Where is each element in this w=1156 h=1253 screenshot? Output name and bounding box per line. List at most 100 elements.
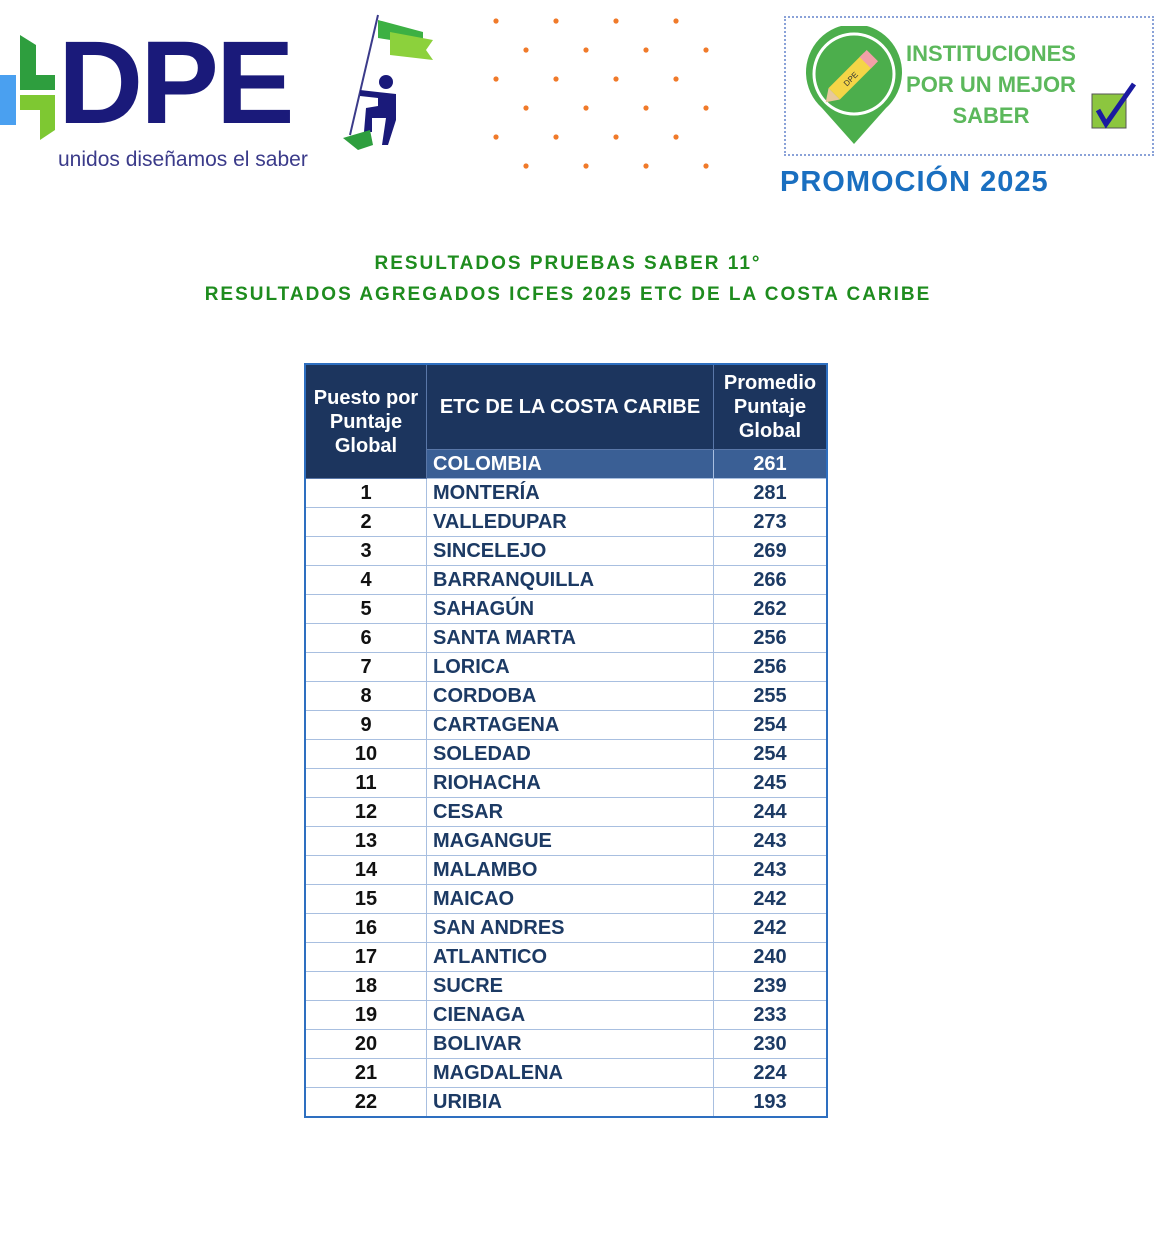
score-cell: 242 <box>713 913 828 943</box>
rank-cell: 16 <box>304 913 427 943</box>
score-cell: 240 <box>713 942 828 972</box>
table-row: 12 CESAR 244 <box>304 797 828 827</box>
score-cell: 243 <box>713 826 828 856</box>
rank-cell: 14 <box>304 855 427 885</box>
score-cell: 230 <box>713 1029 828 1059</box>
table-row: 5 SAHAGÚN 262 <box>304 594 828 624</box>
table-row: 7 LORICA 256 <box>304 652 828 682</box>
etc-cell: CORDOBA <box>426 681 714 711</box>
etc-cell: BARRANQUILLA <box>426 565 714 595</box>
rank-cell: 19 <box>304 1000 427 1030</box>
table-row: 15 MAICAO 242 <box>304 884 828 914</box>
table-row: 3 SINCELEJO 269 <box>304 536 828 566</box>
rank-cell: 4 <box>304 565 427 595</box>
etc-cell: VALLEDUPAR <box>426 507 714 537</box>
etc-cell: SOLEDAD <box>426 739 714 769</box>
table-row: 6 SANTA MARTA 256 <box>304 623 828 653</box>
decorative-dots <box>493 18 709 169</box>
dot <box>583 105 589 111</box>
score-cell: 262 <box>713 594 828 624</box>
rank-cell: 3 <box>304 536 427 566</box>
dot <box>673 134 679 140</box>
rank-cell: 9 <box>304 710 427 740</box>
badge-line: SABER <box>952 103 1030 128</box>
results-table: Puesto por Puntaje Global ETC DE LA COST… <box>304 363 828 1118</box>
etc-cell: MAICAO <box>426 884 714 914</box>
score-cell: 242 <box>713 884 828 914</box>
dot <box>553 76 559 82</box>
dot <box>493 18 499 24</box>
rank-cell: 12 <box>304 797 427 827</box>
dot <box>643 105 649 111</box>
table-row: 18 SUCRE 239 <box>304 971 828 1001</box>
etc-cell: BOLIVAR <box>426 1029 714 1059</box>
dot <box>523 47 529 53</box>
etc-cell: MAGANGUE <box>426 826 714 856</box>
rank-cell: 7 <box>304 652 427 682</box>
logo-tagline: unidos diseñamos el saber <box>58 148 308 171</box>
dot <box>673 18 679 24</box>
rank-cell: 11 <box>304 768 427 798</box>
header-score: Promedio Puntaje Global <box>713 363 828 450</box>
badge-text: INSTITUCIONES POR UN MEJOR SABER <box>906 38 1076 131</box>
promocion-label: PROMOCIÓN 2025 <box>780 166 1049 198</box>
table-row: 2 VALLEDUPAR 273 <box>304 507 828 537</box>
reference-score: 261 <box>713 449 828 479</box>
cross-logo-icon <box>0 35 55 140</box>
table-row: 10 SOLEDAD 254 <box>304 739 828 769</box>
score-cell: 243 <box>713 855 828 885</box>
checkmark-icon <box>1091 82 1137 129</box>
score-cell: 193 <box>713 1087 828 1118</box>
dot <box>703 47 709 53</box>
score-cell: 254 <box>713 739 828 769</box>
badge-line: POR UN MEJOR <box>906 72 1076 97</box>
dot <box>553 134 559 140</box>
score-cell: 254 <box>713 710 828 740</box>
score-cell: 239 <box>713 971 828 1001</box>
header-rank: Puesto por Puntaje Global <box>304 363 427 479</box>
dot <box>613 134 619 140</box>
etc-cell: SAHAGÚN <box>426 594 714 624</box>
score-cell: 273 <box>713 507 828 537</box>
dot <box>643 163 649 169</box>
etc-cell: MONTERÍA <box>426 478 714 508</box>
table-row: 14 MALAMBO 243 <box>304 855 828 885</box>
dot <box>703 105 709 111</box>
etc-cell: LORICA <box>426 652 714 682</box>
etc-cell: SANTA MARTA <box>426 623 714 653</box>
etc-cell: CARTAGENA <box>426 710 714 740</box>
score-cell: 224 <box>713 1058 828 1088</box>
etc-cell: MAGDALENA <box>426 1058 714 1088</box>
rank-cell: 5 <box>304 594 427 624</box>
table-row: 1 MONTERÍA 281 <box>304 478 828 508</box>
rank-cell: 17 <box>304 942 427 972</box>
header-etc: ETC DE LA COSTA CARIBE <box>426 363 714 450</box>
reference-name: COLOMBIA <box>426 449 714 479</box>
rank-cell: 20 <box>304 1029 427 1059</box>
table-row: 9 CARTAGENA 254 <box>304 710 828 740</box>
instituciones-badge: DPE INSTITUCIONES POR UN MEJOR SABER <box>784 16 1154 156</box>
score-cell: 233 <box>713 1000 828 1030</box>
reference-row: COLOMBIA 261 <box>305 449 828 479</box>
table-row: 22 URIBIA 193 <box>304 1087 828 1118</box>
climber-flag-icon <box>343 14 433 150</box>
table-row: 21 MAGDALENA 224 <box>304 1058 828 1088</box>
rank-cell: 22 <box>304 1087 427 1118</box>
rank-cell: 13 <box>304 826 427 856</box>
rank-cell: 6 <box>304 623 427 653</box>
dot <box>583 163 589 169</box>
dot <box>493 134 499 140</box>
table-row: 16 SAN ANDRES 242 <box>304 913 828 943</box>
dot <box>553 18 559 24</box>
dot <box>643 47 649 53</box>
etc-cell: ATLANTICO <box>426 942 714 972</box>
badge-line: INSTITUCIONES <box>906 41 1076 66</box>
table-row: 8 CORDOBA 255 <box>304 681 828 711</box>
table-row: 19 CIENAGA 233 <box>304 1000 828 1030</box>
dot <box>613 76 619 82</box>
subtitle: RESULTADOS AGREGADOS ICFES 2025 ETC DE L… <box>204 284 932 305</box>
etc-cell: RIOHACHA <box>426 768 714 798</box>
rank-cell: 15 <box>304 884 427 914</box>
etc-cell: CIENAGA <box>426 1000 714 1030</box>
dot <box>673 76 679 82</box>
